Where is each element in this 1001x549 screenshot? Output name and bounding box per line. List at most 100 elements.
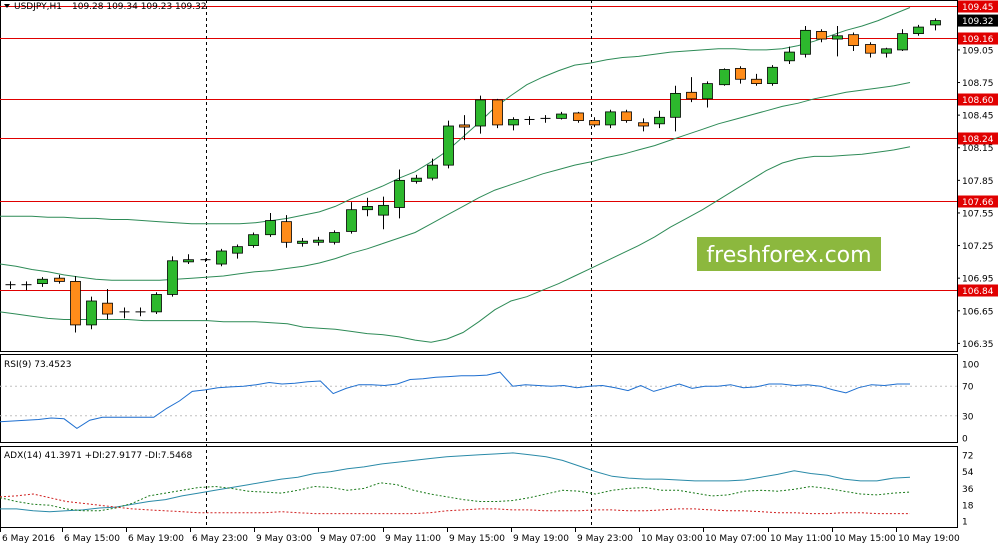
candle-body: [881, 48, 892, 54]
level-label: 106.84: [962, 287, 994, 297]
vertical-markers: [206, 0, 592, 528]
adx-tick-label: 36: [962, 485, 974, 495]
candle-body: [735, 67, 746, 80]
rsi-tick-label: 30: [962, 412, 974, 422]
horizontal-levels[interactable]: 109.45 109.16 108.60 108.24 107.66 106.84: [0, 0, 998, 298]
ohlc-header: 109.28 109.34 109.23 109.32: [72, 2, 207, 12]
candlesticks[interactable]: [5, 18, 941, 333]
candle-body: [281, 221, 292, 243]
rsi-tick-label: 70: [962, 383, 974, 393]
current-price-label: 109.32: [962, 17, 994, 27]
time-tick-label: 6 May 15:00: [64, 534, 120, 544]
time-tick-label: 6 May 2016: [2, 534, 55, 544]
candle-body: [670, 92, 681, 118]
time-tick-label: 10 May 03:00: [641, 534, 703, 544]
bollinger-bands: [0, 7, 911, 343]
candle-body: [362, 206, 373, 211]
candle-body: [183, 259, 194, 263]
adx-tick-label: 1: [962, 518, 968, 528]
candle-body: [443, 125, 454, 166]
rsi-panel-frame: [0, 354, 958, 443]
candle-body: [70, 281, 81, 326]
time-tick-label: 9 May 07:00: [320, 534, 376, 544]
time-tick-label: 9 May 23:00: [577, 534, 633, 544]
candle-body: [151, 294, 162, 313]
price-tick-label: 108.75: [962, 79, 994, 89]
candle-body: [654, 116, 665, 125]
level-label-bg: [958, 195, 998, 208]
main-panel-frame: [0, 0, 958, 352]
adx-title: ADX(14) 41.3971 +DI:27.9177 -DI:7.5468: [4, 451, 193, 461]
adx-panel-frame: [0, 446, 958, 528]
dropdown-triangle-icon[interactable]: [4, 4, 10, 8]
adx-tick-label: 54: [962, 468, 974, 478]
adx-tick-label: 72: [962, 451, 973, 461]
candle-body: [329, 232, 340, 243]
candle-body: [459, 124, 470, 128]
price-tick-label: 108.15: [962, 144, 994, 154]
price-tick-label: 109.05: [962, 46, 994, 56]
time-tick-label: 9 May 03:00: [256, 534, 312, 544]
candle-body: [832, 35, 843, 40]
candle-body: [621, 111, 632, 121]
time-axis: 6 May 2016 6 May 15:00 6 May 19:00 6 May 23…: [0, 528, 960, 544]
level-label-bg: [958, 32, 998, 45]
level-label: 109.16: [962, 35, 994, 45]
candle-body: [492, 99, 503, 126]
price-tick-label: 106.35: [962, 340, 994, 350]
candle-body: [589, 120, 600, 126]
candle-body: [784, 51, 795, 62]
rsi-indicator: [0, 371, 957, 430]
symbol-label: USDJPY,H1: [14, 2, 62, 12]
price-tick-label: 108.45: [962, 112, 994, 122]
candle-body: [54, 277, 65, 282]
level-label: 109.45: [962, 3, 994, 13]
bollinger-upper: [0, 7, 911, 225]
time-tick-label: 9 May 11:00: [385, 534, 441, 544]
bollinger-middle: [0, 82, 911, 281]
plus-di-line: [0, 482, 911, 512]
candle-body: [686, 91, 697, 100]
candle-body: [427, 164, 438, 179]
price-tick-label: 106.95: [962, 275, 994, 285]
candle-body: [475, 99, 486, 127]
candle-body: [767, 66, 778, 85]
adx-line: [0, 452, 911, 513]
price-tick-label: 107.25: [962, 242, 994, 252]
current-price-bg: [958, 14, 998, 27]
candle-body: [411, 177, 422, 182]
price-tick-label: 106.65: [962, 307, 994, 317]
candle-body: [248, 234, 259, 246]
time-tick-label: 10 May 07:00: [705, 534, 767, 544]
candle-body: [86, 300, 97, 326]
level-label: 107.66: [962, 198, 994, 208]
time-tick-label: 10 May 11:00: [770, 534, 832, 544]
candle-body: [865, 44, 876, 54]
candle-body: [638, 122, 649, 127]
candle-body: [346, 209, 357, 232]
rsi-title: RSI(9) 73.4523: [4, 360, 71, 370]
candle-body: [930, 20, 941, 26]
candle-body: [848, 34, 859, 46]
level-label: 108.60: [962, 96, 994, 106]
candle-body: [508, 119, 519, 126]
time-tick-label: 6 May 23:00: [192, 534, 248, 544]
time-tick-label: 9 May 19:00: [513, 534, 569, 544]
price-tick-label: 107.55: [962, 209, 994, 219]
level-label-bg: [958, 0, 998, 13]
price-axis: 109.05108.75108.45108.15107.85107.55107.…: [957, 14, 998, 528]
candle-body: [394, 179, 405, 208]
time-tick-label: 6 May 19:00: [128, 534, 184, 544]
candle-body: [800, 29, 811, 55]
candle-body: [297, 240, 308, 244]
bollinger-lower: [0, 146, 911, 343]
candle-body: [751, 78, 762, 85]
candle-body: [265, 220, 276, 236]
rsi-tick-label: 0: [962, 435, 968, 445]
adx-tick-label: 18: [962, 502, 974, 512]
level-label-bg: [958, 284, 998, 297]
candle-body: [37, 278, 48, 285]
candle-body: [913, 26, 924, 35]
